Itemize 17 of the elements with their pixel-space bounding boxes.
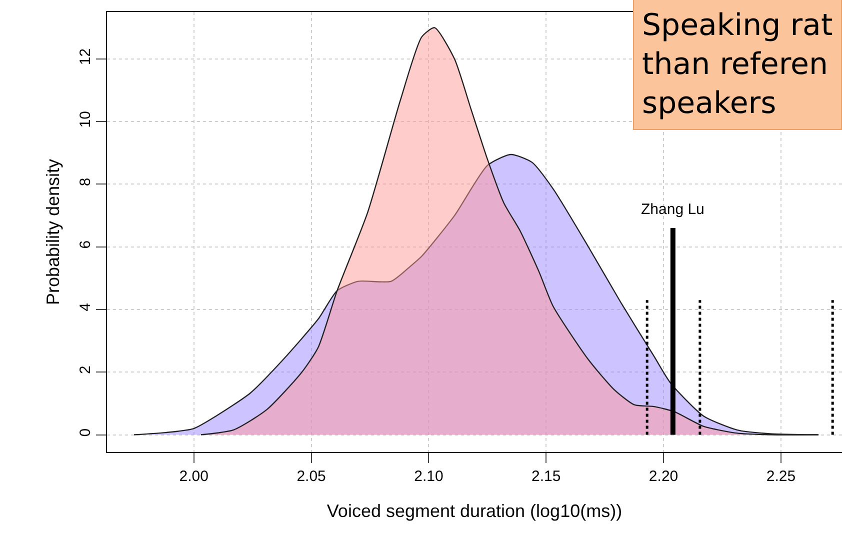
x-tick-label: 2.00 <box>179 468 208 485</box>
x-tick-label: 2.10 <box>414 468 444 485</box>
x-axis-title: Voiced segment duration (log10(ms)) <box>326 501 622 522</box>
x-tick-label: 2.25 <box>766 468 796 485</box>
ref-line-label: Zhang Lu <box>641 201 704 218</box>
x-tick-label: 2.05 <box>296 468 326 485</box>
y-axis-title: Probability density <box>43 158 64 306</box>
y-tick-label: 4 <box>77 303 94 312</box>
y-tick-label: 0 <box>77 428 94 437</box>
y-tick-label: 2 <box>77 366 94 374</box>
y-tick-label: 12 <box>77 48 94 66</box>
y-tick-label: 8 <box>77 178 94 186</box>
x-tick-label: 2.15 <box>532 468 561 485</box>
x-tick-label: 2.20 <box>648 468 678 485</box>
y-tick-label: 10 <box>77 111 94 128</box>
y-tick-label: 6 <box>77 240 94 249</box>
annotation: Speaking rat than referen speakers <box>642 8 833 121</box>
